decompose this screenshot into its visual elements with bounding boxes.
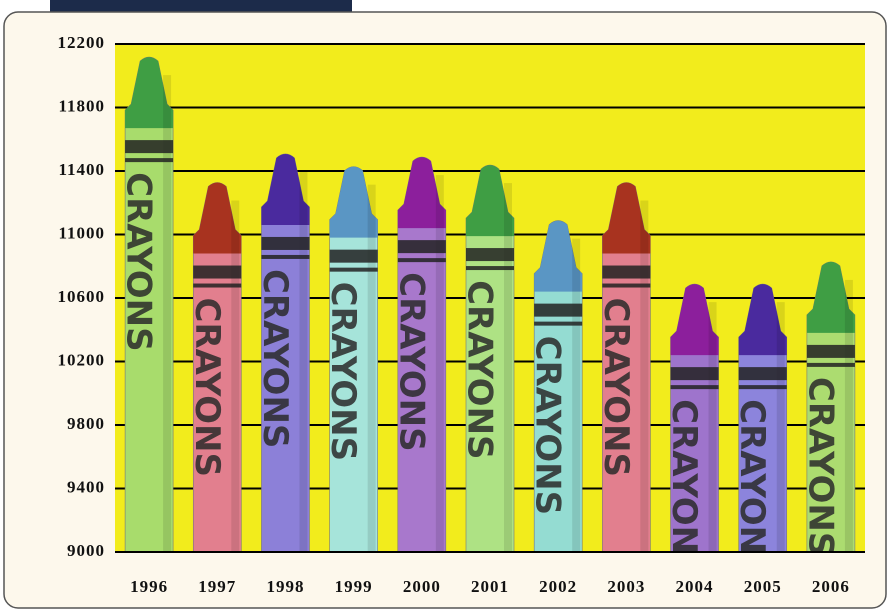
crayon-stripe bbox=[193, 283, 242, 288]
crayon-stripe bbox=[534, 321, 583, 326]
crayon-label: CRAYONS bbox=[732, 399, 772, 578]
x-tick-label: 2003 bbox=[607, 577, 645, 596]
crayon-shade bbox=[435, 175, 444, 552]
crayon-stripe bbox=[670, 385, 719, 390]
x-tick-label: 2005 bbox=[744, 577, 782, 596]
crayon-label: CRAYONS bbox=[664, 399, 704, 578]
crayon-label: CRAYONS bbox=[323, 282, 363, 461]
crayon-shade bbox=[776, 302, 785, 552]
x-tick-label: 1996 bbox=[130, 577, 168, 596]
crayon-tip bbox=[534, 220, 583, 292]
crayon-stripe bbox=[193, 265, 242, 279]
crayon-tip bbox=[125, 57, 174, 129]
crayon-shade bbox=[572, 238, 581, 552]
y-tick-label: 11800 bbox=[58, 96, 105, 115]
crayon-shade bbox=[231, 200, 240, 552]
y-tick-label: 11000 bbox=[58, 223, 105, 242]
x-tick-label: 2000 bbox=[403, 577, 441, 596]
crayon-tip bbox=[193, 182, 242, 254]
crayon-stripe bbox=[602, 265, 651, 279]
crayon-shade bbox=[844, 279, 853, 552]
crayon-stripe bbox=[602, 283, 651, 288]
crayon-shade bbox=[640, 200, 649, 552]
crayon-shade bbox=[299, 171, 308, 552]
crayon-tip bbox=[329, 166, 378, 238]
y-tick-label: 9000 bbox=[67, 541, 105, 560]
x-tick-label: 2002 bbox=[539, 577, 577, 596]
crayon-tip bbox=[261, 153, 310, 225]
crayon-tip bbox=[738, 284, 787, 356]
crayon-shade bbox=[504, 183, 512, 552]
crayon-stripe bbox=[125, 158, 174, 163]
crayon-stripe bbox=[738, 367, 787, 381]
crayon-tip bbox=[602, 182, 651, 254]
x-tick-label: 1998 bbox=[266, 577, 304, 596]
crayon-stripe bbox=[261, 254, 310, 259]
x-tick-label: 1997 bbox=[198, 577, 236, 596]
x-tick-label: 2006 bbox=[812, 577, 850, 596]
y-tick-label: 12200 bbox=[58, 33, 106, 52]
crayon-tip bbox=[466, 165, 514, 237]
x-tick-label: 2004 bbox=[676, 577, 714, 596]
x-tick-label: 1999 bbox=[335, 577, 373, 596]
crayon-shade bbox=[708, 302, 717, 552]
crayon-tip bbox=[670, 284, 719, 356]
tab bbox=[50, 0, 352, 14]
crayon-stripe bbox=[466, 248, 514, 262]
crayon-stripe bbox=[806, 362, 855, 367]
crayon-shade bbox=[163, 75, 172, 552]
crayon-label: CRAYONS bbox=[460, 280, 500, 459]
x-tick-label: 2001 bbox=[471, 577, 509, 596]
crayon-stripe bbox=[397, 240, 446, 254]
crayon-label: CRAYONS bbox=[119, 172, 159, 351]
crayon-stripe bbox=[534, 303, 583, 317]
crayon-stripe bbox=[806, 344, 855, 358]
crayon-tip bbox=[397, 157, 446, 229]
crayon-label: CRAYONS bbox=[187, 298, 227, 477]
crayon-label: CRAYONS bbox=[528, 336, 568, 515]
y-tick-label: 11400 bbox=[58, 160, 105, 179]
y-tick-label: 9800 bbox=[67, 414, 105, 433]
crayon-label: CRAYONS bbox=[255, 269, 295, 448]
crayon-stripe bbox=[397, 258, 446, 263]
crayon-tip bbox=[806, 261, 855, 333]
crayon-label: CRAYONS bbox=[391, 272, 431, 451]
crayon-stripe bbox=[329, 267, 378, 272]
y-tick-label: 9400 bbox=[67, 477, 105, 496]
crayon-label: CRAYONS bbox=[596, 298, 636, 477]
crayon-stripe bbox=[261, 236, 310, 250]
crayon-stripe bbox=[329, 249, 378, 263]
crayon-stripe bbox=[125, 140, 174, 154]
crayon-stripe bbox=[466, 266, 514, 271]
crayon-stripe bbox=[670, 367, 719, 381]
crayon-stripe bbox=[738, 385, 787, 390]
y-tick-label: 10200 bbox=[58, 350, 106, 369]
y-tick-label: 10600 bbox=[58, 287, 106, 306]
crayon-label: CRAYONS bbox=[800, 377, 840, 556]
crayon-shade bbox=[367, 184, 376, 552]
